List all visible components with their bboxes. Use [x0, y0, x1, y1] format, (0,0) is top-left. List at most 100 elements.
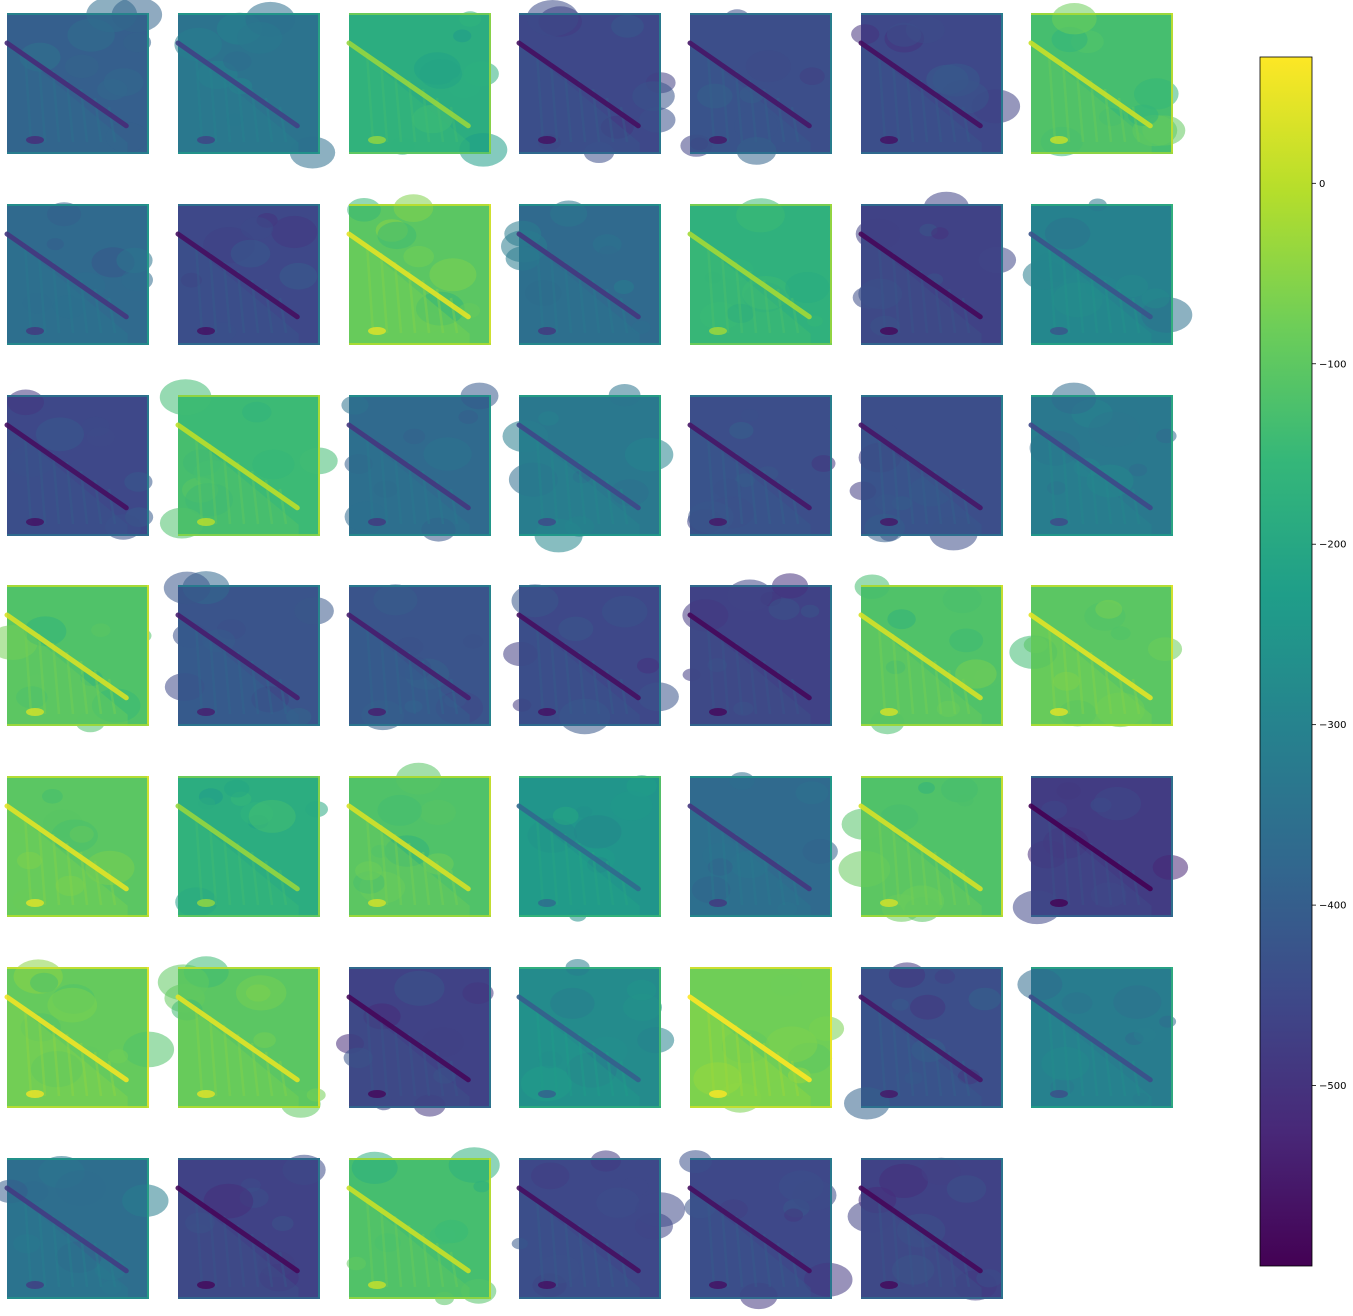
stripe — [222, 452, 232, 525]
stripe — [51, 1215, 61, 1288]
stripe — [720, 1015, 730, 1097]
texture-blob — [531, 1162, 570, 1190]
diagonal-feature — [516, 803, 641, 892]
edge-artifact — [830, 13, 832, 154]
texture-blob — [538, 1051, 563, 1069]
stripe — [23, 1006, 33, 1097]
diagonal-feature — [1028, 40, 1153, 129]
edge-artifact — [7, 395, 149, 397]
diagonal-feature — [346, 40, 471, 129]
texture-blob — [46, 238, 64, 251]
edge-artifact — [659, 13, 661, 154]
edge-artifact — [861, 534, 1003, 536]
edge-artifact — [1001, 776, 1003, 917]
texture-blob — [85, 228, 113, 248]
small-blob — [26, 327, 44, 335]
structure-region — [1031, 997, 1152, 1108]
stripe — [65, 461, 75, 525]
stripe — [37, 443, 47, 525]
texture-blob — [398, 656, 432, 681]
texture-blob — [707, 658, 728, 672]
texture-blob — [923, 191, 970, 224]
texture-blob — [17, 851, 42, 870]
feature-map-panel — [849, 395, 1003, 551]
structure-region — [7, 425, 128, 536]
edge-artifact — [178, 204, 320, 206]
texture-blob — [736, 198, 785, 233]
stripe — [1089, 79, 1099, 143]
texture-blob — [573, 815, 622, 849]
stripe — [877, 624, 887, 715]
structure-region — [1031, 43, 1152, 154]
texture-blob — [252, 449, 295, 480]
small-blob — [1050, 899, 1068, 907]
stripe — [891, 824, 901, 906]
texture-blob — [527, 818, 577, 853]
texture-blob — [934, 969, 956, 984]
texture-blob — [736, 137, 777, 165]
texture-blob — [502, 420, 549, 453]
feature-map-panel — [346, 194, 491, 345]
edge-artifact — [1031, 585, 1173, 587]
stripe — [535, 434, 545, 525]
feature-map-panel — [854, 574, 1003, 735]
stripe — [236, 270, 246, 334]
structure-region — [861, 234, 982, 345]
structure-region — [1031, 615, 1152, 726]
diagonal-feature — [346, 1185, 471, 1274]
stripe — [194, 1006, 204, 1097]
texture-blob — [795, 781, 829, 805]
colorbar-gradient — [1260, 57, 1312, 1266]
stripe — [37, 633, 47, 715]
stripe — [51, 261, 61, 334]
small-blob — [880, 708, 898, 716]
feature-map-panel — [502, 384, 674, 553]
feature-map-panel — [336, 967, 494, 1117]
feature-map-panel — [1028, 382, 1177, 536]
stripe — [535, 1006, 545, 1097]
stripe — [37, 252, 47, 334]
stripe — [1089, 461, 1099, 525]
stripe — [748, 651, 758, 715]
texture-blob — [1098, 108, 1125, 126]
edge-artifact — [690, 1158, 832, 1160]
edge-artifact — [659, 204, 661, 345]
panel-background — [861, 585, 1003, 726]
texture-blob — [8, 445, 53, 478]
texture-blob — [105, 122, 149, 153]
texture-blob — [838, 850, 891, 888]
structure-region — [7, 43, 128, 154]
edge-artifact — [519, 204, 661, 206]
texture-blob — [91, 623, 111, 637]
stripe — [407, 270, 417, 334]
texture-blob — [727, 579, 773, 612]
stripe — [379, 252, 389, 334]
texture-blob — [610, 479, 649, 506]
stripe — [549, 824, 559, 906]
stripe — [37, 824, 47, 906]
stripe — [222, 1215, 232, 1288]
edge-artifact — [519, 776, 661, 778]
structure-region — [7, 997, 128, 1108]
stripe — [905, 642, 915, 715]
stripe — [734, 642, 744, 715]
edge-artifact — [349, 776, 491, 778]
feature-map-panel — [682, 573, 832, 726]
texture-blob — [639, 107, 676, 133]
stripe — [194, 624, 204, 715]
stripe — [208, 443, 218, 525]
texture-blob — [503, 641, 538, 667]
small-blob — [880, 518, 898, 526]
stripe — [194, 815, 204, 906]
edge-artifact — [659, 776, 661, 917]
texture-blob — [429, 1226, 456, 1245]
stripe — [720, 443, 730, 525]
structure-region — [1031, 425, 1152, 536]
stripe — [877, 815, 887, 906]
stripe — [393, 1024, 403, 1097]
stripe — [379, 61, 389, 143]
feature-map-panel — [847, 1157, 1003, 1301]
diagonal-feature — [4, 994, 129, 1083]
stripe — [877, 52, 887, 143]
diagonal-feature — [1028, 422, 1153, 511]
